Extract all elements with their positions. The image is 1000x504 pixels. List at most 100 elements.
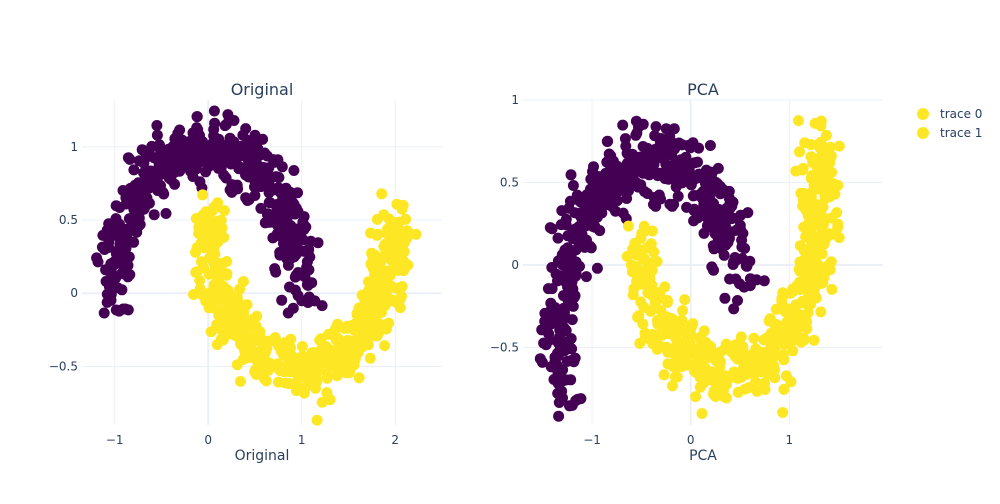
scatter-point-trace-0 <box>276 231 288 243</box>
scatter-point-trace-1 <box>341 367 352 379</box>
scatter-point-trace-0 <box>715 205 727 217</box>
scatter-point-trace-0 <box>585 173 597 185</box>
scatter-point-trace-0 <box>560 213 572 225</box>
scatter-point-trace-1 <box>808 268 820 280</box>
scatter-point-trace-1 <box>348 359 360 371</box>
scatter-point-trace-0 <box>294 244 305 256</box>
scatter-point-trace-1 <box>361 338 373 350</box>
scatter-point-trace-1 <box>714 380 725 392</box>
scatter-point-trace-0 <box>565 355 577 366</box>
scatter-point-trace-1 <box>342 334 354 346</box>
scatter-point-trace-0 <box>120 269 132 281</box>
scatter-point-trace-0 <box>742 207 754 219</box>
scatter-point-trace-0 <box>97 229 109 241</box>
scatter-point-trace-1 <box>777 407 789 418</box>
scatter-point-trace-1 <box>749 367 761 379</box>
scatter-point-trace-1 <box>769 364 780 376</box>
x-tick-label: −1 <box>583 433 601 447</box>
scatter-point-trace-1 <box>787 345 799 357</box>
scatter-point-trace-1 <box>680 359 692 371</box>
scatter-point-trace-1 <box>401 225 413 237</box>
scatter-point-trace-1 <box>388 261 400 273</box>
scatter-point-trace-1 <box>727 368 739 380</box>
scatter-point-trace-1 <box>272 376 284 388</box>
scatter-point-trace-1 <box>378 209 390 221</box>
y-tick-label: 0 <box>70 286 78 300</box>
scatter-point-trace-0 <box>727 259 739 270</box>
scatter-point-trace-1 <box>780 370 792 382</box>
points-original <box>91 105 422 426</box>
scatter-point-trace-1 <box>228 292 240 304</box>
panel-pca[interactable]: PCA PCA −1 0 1 −0.5 0 0.5 1 <box>490 80 883 464</box>
scatter-point-trace-0 <box>110 272 122 284</box>
scatter-point-trace-1 <box>815 306 827 318</box>
scatter-point-trace-1 <box>338 358 350 370</box>
scatter-point-trace-0 <box>187 171 199 182</box>
scatter-point-trace-1 <box>809 292 821 304</box>
scatter-point-trace-0 <box>557 364 569 376</box>
panel-title-original: Original <box>231 80 294 99</box>
scatter-point-trace-0 <box>135 195 147 207</box>
scatter-point-trace-1 <box>316 396 328 408</box>
scatter-point-trace-0 <box>711 177 723 189</box>
scatter-point-trace-0 <box>601 136 613 147</box>
scatter-point-trace-0 <box>567 180 579 191</box>
scatter-point-trace-0 <box>254 150 265 161</box>
scatter-point-trace-1 <box>194 283 206 295</box>
scatter-point-trace-0 <box>123 251 135 263</box>
scatter-point-trace-0 <box>278 222 290 234</box>
legend-item-trace-0[interactable]: trace 0 <box>917 107 982 121</box>
scatter-point-trace-1 <box>204 232 216 244</box>
scatter-point-trace-0 <box>151 120 163 131</box>
scatter-point-trace-1 <box>372 228 384 240</box>
scatter-point-trace-1 <box>797 162 809 174</box>
scatter-point-trace-0 <box>110 213 122 225</box>
scatter-point-trace-0 <box>114 202 126 213</box>
scatter-point-trace-1 <box>285 360 297 372</box>
scatter-point-trace-1 <box>628 283 640 295</box>
scatter-point-trace-0 <box>698 199 710 211</box>
tick-labels-original: −1 0 1 2 −0.5 0 0.5 1 <box>49 140 399 447</box>
scatter-point-trace-0 <box>724 273 736 285</box>
scatter-point-trace-0 <box>155 180 166 191</box>
scatter-point-trace-1 <box>778 383 790 395</box>
scatter-point-trace-1 <box>622 220 634 232</box>
scatter-point-trace-1 <box>691 345 703 356</box>
scatter-point-trace-1 <box>245 332 257 344</box>
scatter-point-trace-0 <box>698 227 710 239</box>
scatter-point-trace-1 <box>633 310 645 322</box>
scatter-point-trace-1 <box>808 230 820 242</box>
scatter-point-trace-0 <box>289 236 300 248</box>
legend-item-trace-1[interactable]: trace 1 <box>917 126 982 140</box>
scatter-point-trace-1 <box>191 242 203 254</box>
scatter-point-trace-0 <box>224 132 236 144</box>
scatter-point-trace-0 <box>242 195 253 206</box>
scatter-point-trace-1 <box>677 305 689 316</box>
scatter-point-trace-1 <box>705 374 717 386</box>
scatter-point-trace-0 <box>91 252 103 264</box>
scatter-point-trace-1 <box>370 280 382 292</box>
scatter-point-trace-0 <box>163 172 175 184</box>
scatter-point-trace-0 <box>197 136 208 148</box>
scatter-point-trace-1 <box>679 294 691 306</box>
scatter-point-trace-0 <box>567 233 579 245</box>
scatter-point-trace-1 <box>741 361 753 373</box>
scatter-point-trace-0 <box>156 147 168 158</box>
scatter-point-trace-0 <box>536 324 548 336</box>
scatter-point-trace-0 <box>117 303 129 315</box>
scatter-point-trace-0 <box>668 123 680 135</box>
scatter-point-trace-0 <box>553 410 565 422</box>
scatter-point-trace-0 <box>200 166 212 178</box>
scatter-point-trace-1 <box>214 230 226 242</box>
scatter-point-trace-1 <box>634 337 646 349</box>
scatter-point-trace-1 <box>321 387 333 399</box>
scatter-point-trace-0 <box>191 111 203 123</box>
scatter-point-trace-0 <box>228 115 240 126</box>
scatter-point-trace-1 <box>331 370 343 382</box>
scatter-point-trace-1 <box>801 323 813 335</box>
scatter-point-trace-1 <box>770 303 782 315</box>
scatter-point-trace-1 <box>820 233 832 244</box>
scatter-point-trace-1 <box>625 259 637 271</box>
scatter-point-trace-1 <box>308 366 320 378</box>
panel-original[interactable]: Original Original −1 0 1 2 −0.5 0 0.5 1 <box>49 80 442 464</box>
